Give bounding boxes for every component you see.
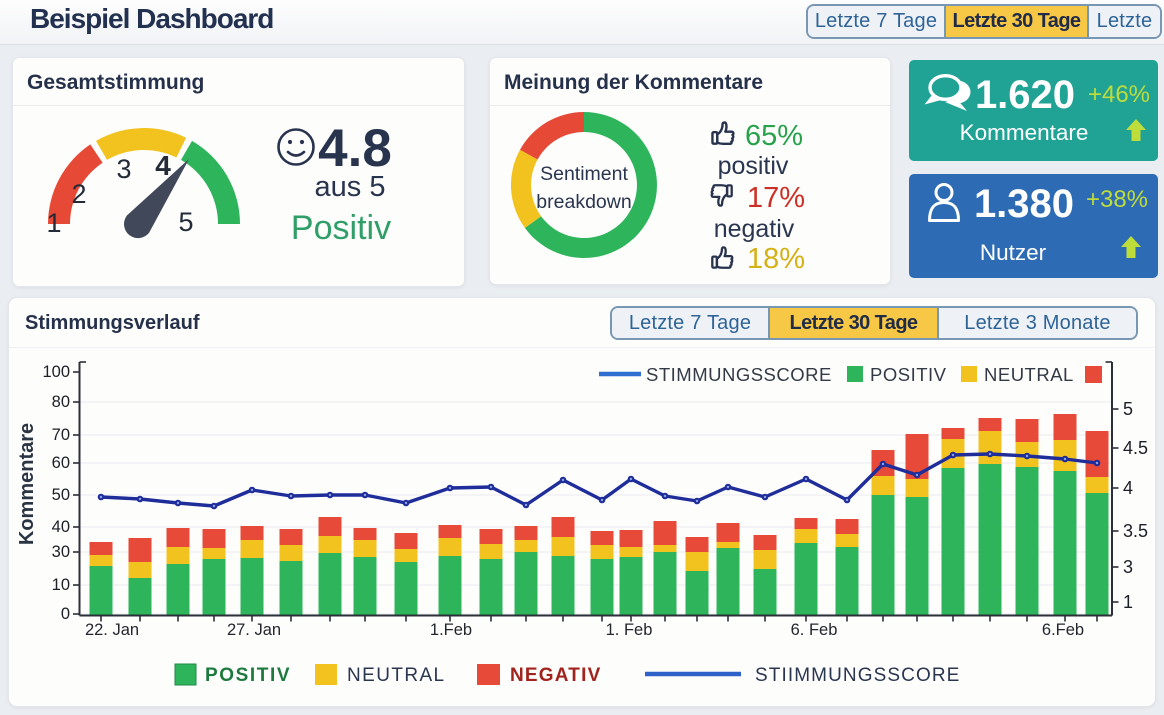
svg-text:+46%: +46% [1088,81,1150,108]
svg-text:4: 4 [1123,478,1133,498]
svg-text:1: 1 [1123,592,1133,612]
svg-text:0: 0 [61,605,70,623]
svg-text:POSITIV: POSITIV [205,665,291,686]
svg-text:5: 5 [1123,399,1133,419]
svg-text:50: 50 [52,486,70,504]
svg-text:STIMMUNGSSCORE: STIMMUNGSSCORE [646,364,832,385]
svg-text:3: 3 [116,154,131,184]
svg-text:POSITIV: POSITIV [870,364,947,385]
svg-text:NEGATIV: NEGATIV [510,665,601,686]
svg-text:STIIMMUNGSSCORE: STIIMMUNGSSCORE [755,665,960,686]
svg-text:17%: 17% [747,182,805,214]
svg-text:NEUTRAL: NEUTRAL [347,665,445,686]
svg-text:40: 40 [52,518,70,536]
svg-text:4.8: 4.8 [318,119,392,178]
svg-text:1.620: 1.620 [975,73,1075,117]
svg-text:6. Feb: 6. Feb [791,621,838,639]
svg-text:60: 60 [52,454,70,472]
svg-text:Nutzer: Nutzer [980,240,1047,265]
svg-text:NEUTRAL: NEUTRAL [984,364,1074,385]
svg-text:70: 70 [52,426,70,444]
svg-text:4.5: 4.5 [1123,438,1148,458]
svg-text:1.Feb: 1.Feb [430,621,472,639]
svg-text:10: 10 [52,576,70,594]
svg-text:3: 3 [1123,557,1133,577]
svg-text:2: 2 [71,179,86,209]
svg-text:positiv: positiv [718,152,789,180]
svg-text:Kommentare: Kommentare [16,423,38,545]
svg-text:negativ: negativ [714,215,795,243]
svg-text:30: 30 [52,543,70,561]
svg-text:3.5: 3.5 [1123,521,1148,541]
svg-text:aus 5: aus 5 [315,171,386,203]
svg-text:1. Feb: 1. Feb [606,621,653,639]
svg-text:Sentiment: Sentiment [540,163,628,185]
svg-text:Positiv: Positiv [291,209,391,247]
svg-text:breakdown: breakdown [536,191,631,213]
svg-text:18%: 18% [747,243,805,275]
svg-text:65%: 65% [745,120,803,152]
svg-text:6.Feb: 6.Feb [1042,621,1084,639]
svg-text:4: 4 [155,150,171,181]
svg-text:27. Jan: 27. Jan [227,621,281,639]
svg-text:100: 100 [42,363,70,381]
svg-text:80: 80 [52,393,70,411]
svg-text:Kommentare: Kommentare [960,120,1089,145]
svg-text:1: 1 [46,208,61,238]
svg-text:1.380: 1.380 [974,182,1074,226]
svg-text:22. Jan: 22. Jan [85,621,139,639]
svg-text:+38%: +38% [1086,186,1148,213]
svg-text:5: 5 [178,207,193,237]
